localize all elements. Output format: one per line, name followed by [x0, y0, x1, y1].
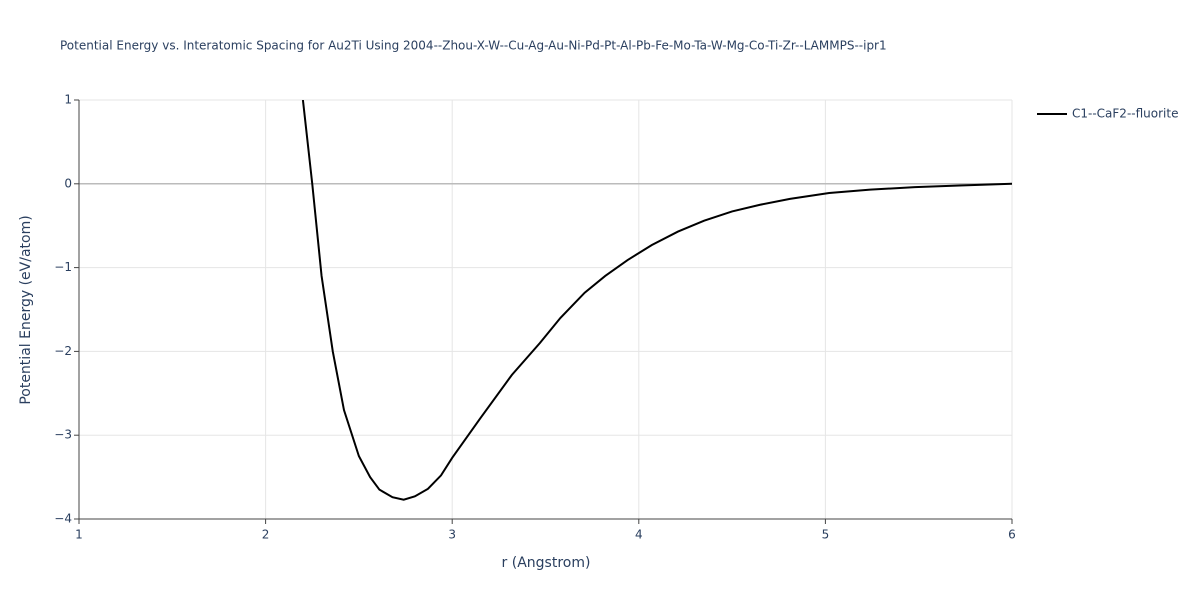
data-line	[301, 100, 1012, 501]
x-tick-label: 3	[448, 528, 456, 542]
y-tick-label: −1	[54, 260, 72, 274]
x-axis-title: r (Angstrom)	[502, 555, 591, 571]
x-tick-label: 1	[75, 528, 83, 542]
x-tick-label: 2	[262, 528, 270, 542]
y-tick-label: 1	[64, 93, 72, 107]
x-tick-label: 5	[822, 528, 830, 542]
legend-label: C1--CaF2--fluorite	[1072, 107, 1178, 121]
y-tick-label: −3	[54, 428, 72, 442]
y-tick-label: −4	[54, 512, 72, 526]
y-tick-label: −2	[54, 344, 72, 358]
y-axis-title: Potential Energy (eV/atom)	[18, 215, 34, 404]
chart-title: Potential Energy vs. Interatomic Spacing…	[60, 39, 887, 53]
x-tick-label: 6	[1008, 528, 1016, 542]
x-tick-label: 4	[635, 528, 643, 542]
y-tick-label: 0	[64, 176, 72, 190]
